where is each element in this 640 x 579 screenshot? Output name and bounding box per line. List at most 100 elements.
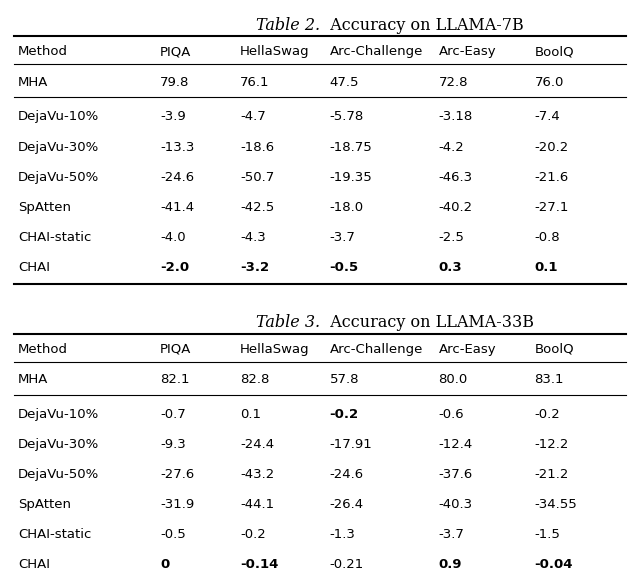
Text: -50.7: -50.7 xyxy=(240,171,275,184)
Text: -21.6: -21.6 xyxy=(534,171,569,184)
Text: Arc-Easy: Arc-Easy xyxy=(438,45,496,58)
Text: -3.7: -3.7 xyxy=(438,528,464,541)
Text: -0.6: -0.6 xyxy=(438,408,464,421)
Text: Method: Method xyxy=(18,343,68,356)
Text: Accuracy on LLAMA-33B: Accuracy on LLAMA-33B xyxy=(320,314,534,331)
Text: -43.2: -43.2 xyxy=(240,468,275,481)
Text: -17.91: -17.91 xyxy=(330,438,372,451)
Text: -0.5: -0.5 xyxy=(160,528,186,541)
Text: 83.1: 83.1 xyxy=(534,373,564,386)
Text: -1.3: -1.3 xyxy=(330,528,355,541)
Text: -40.2: -40.2 xyxy=(438,201,472,214)
Text: -19.35: -19.35 xyxy=(330,171,372,184)
Text: -0.04: -0.04 xyxy=(534,558,573,571)
Text: Arc-Easy: Arc-Easy xyxy=(438,343,496,356)
Text: Accuracy on LLAMA-7B: Accuracy on LLAMA-7B xyxy=(320,17,524,34)
Text: 72.8: 72.8 xyxy=(438,76,468,89)
Text: -31.9: -31.9 xyxy=(160,498,195,511)
Text: -3.7: -3.7 xyxy=(330,231,355,244)
Text: -4.7: -4.7 xyxy=(240,111,266,123)
Text: Table 2.: Table 2. xyxy=(256,17,320,34)
Text: -4.2: -4.2 xyxy=(438,141,464,153)
Text: -0.8: -0.8 xyxy=(534,231,560,244)
Text: 0.3: 0.3 xyxy=(438,261,462,274)
Text: -26.4: -26.4 xyxy=(330,498,364,511)
Text: 57.8: 57.8 xyxy=(330,373,359,386)
Text: Table 3.: Table 3. xyxy=(256,314,320,331)
Text: -9.3: -9.3 xyxy=(160,438,186,451)
Text: -0.5: -0.5 xyxy=(330,261,359,274)
Text: 80.0: 80.0 xyxy=(438,373,468,386)
Text: DejaVu-10%: DejaVu-10% xyxy=(18,408,99,421)
Text: -0.2: -0.2 xyxy=(534,408,560,421)
Text: 82.1: 82.1 xyxy=(160,373,189,386)
Text: -13.3: -13.3 xyxy=(160,141,195,153)
Text: DejaVu-30%: DejaVu-30% xyxy=(18,141,99,153)
Text: -5.78: -5.78 xyxy=(330,111,364,123)
Text: -24.4: -24.4 xyxy=(240,438,274,451)
Text: -27.1: -27.1 xyxy=(534,201,569,214)
Text: -12.4: -12.4 xyxy=(438,438,473,451)
Text: 76.0: 76.0 xyxy=(534,76,564,89)
Text: -21.2: -21.2 xyxy=(534,468,569,481)
Text: -42.5: -42.5 xyxy=(240,201,275,214)
Text: -41.4: -41.4 xyxy=(160,201,194,214)
Text: 0.1: 0.1 xyxy=(534,261,558,274)
Text: CHAI: CHAI xyxy=(18,261,50,274)
Text: CHAI: CHAI xyxy=(18,558,50,571)
Text: -3.2: -3.2 xyxy=(240,261,269,274)
Text: -3.18: -3.18 xyxy=(438,111,473,123)
Text: 0.9: 0.9 xyxy=(438,558,462,571)
Text: 0.1: 0.1 xyxy=(240,408,261,421)
Text: -0.21: -0.21 xyxy=(330,558,364,571)
Text: 82.8: 82.8 xyxy=(240,373,269,386)
Text: Arc-Challenge: Arc-Challenge xyxy=(330,45,423,58)
Text: MHA: MHA xyxy=(18,76,48,89)
Text: 76.1: 76.1 xyxy=(240,76,269,89)
Text: CHAI-static: CHAI-static xyxy=(18,528,92,541)
Text: -4.3: -4.3 xyxy=(240,231,266,244)
Text: CHAI-static: CHAI-static xyxy=(18,231,92,244)
Text: HellaSwag: HellaSwag xyxy=(240,343,310,356)
Text: BoolQ: BoolQ xyxy=(534,343,574,356)
Text: -40.3: -40.3 xyxy=(438,498,472,511)
Text: 47.5: 47.5 xyxy=(330,76,359,89)
Text: -7.4: -7.4 xyxy=(534,111,560,123)
Text: -2.5: -2.5 xyxy=(438,231,464,244)
Text: -20.2: -20.2 xyxy=(534,141,569,153)
Text: -37.6: -37.6 xyxy=(438,468,473,481)
Text: PIQA: PIQA xyxy=(160,45,191,58)
Text: PIQA: PIQA xyxy=(160,343,191,356)
Text: Arc-Challenge: Arc-Challenge xyxy=(330,343,423,356)
Text: -27.6: -27.6 xyxy=(160,468,195,481)
Text: -18.75: -18.75 xyxy=(330,141,372,153)
Text: -12.2: -12.2 xyxy=(534,438,569,451)
Text: -2.0: -2.0 xyxy=(160,261,189,274)
Text: SpAtten: SpAtten xyxy=(18,201,71,214)
Text: -0.7: -0.7 xyxy=(160,408,186,421)
Text: 79.8: 79.8 xyxy=(160,76,189,89)
Text: DejaVu-10%: DejaVu-10% xyxy=(18,111,99,123)
Text: -0.14: -0.14 xyxy=(240,558,278,571)
Text: DejaVu-30%: DejaVu-30% xyxy=(18,438,99,451)
Text: 0: 0 xyxy=(160,558,169,571)
Text: -34.55: -34.55 xyxy=(534,498,577,511)
Text: Method: Method xyxy=(18,45,68,58)
Text: -46.3: -46.3 xyxy=(438,171,472,184)
Text: HellaSwag: HellaSwag xyxy=(240,45,310,58)
Text: MHA: MHA xyxy=(18,373,48,386)
Text: -24.6: -24.6 xyxy=(330,468,364,481)
Text: DejaVu-50%: DejaVu-50% xyxy=(18,468,99,481)
Text: SpAtten: SpAtten xyxy=(18,498,71,511)
Text: -0.2: -0.2 xyxy=(240,528,266,541)
Text: -18.0: -18.0 xyxy=(330,201,364,214)
Text: -0.2: -0.2 xyxy=(330,408,359,421)
Text: -24.6: -24.6 xyxy=(160,171,194,184)
Text: BoolQ: BoolQ xyxy=(534,45,574,58)
Text: -3.9: -3.9 xyxy=(160,111,186,123)
Text: -44.1: -44.1 xyxy=(240,498,274,511)
Text: -4.0: -4.0 xyxy=(160,231,186,244)
Text: -18.6: -18.6 xyxy=(240,141,274,153)
Text: DejaVu-50%: DejaVu-50% xyxy=(18,171,99,184)
Text: -1.5: -1.5 xyxy=(534,528,560,541)
